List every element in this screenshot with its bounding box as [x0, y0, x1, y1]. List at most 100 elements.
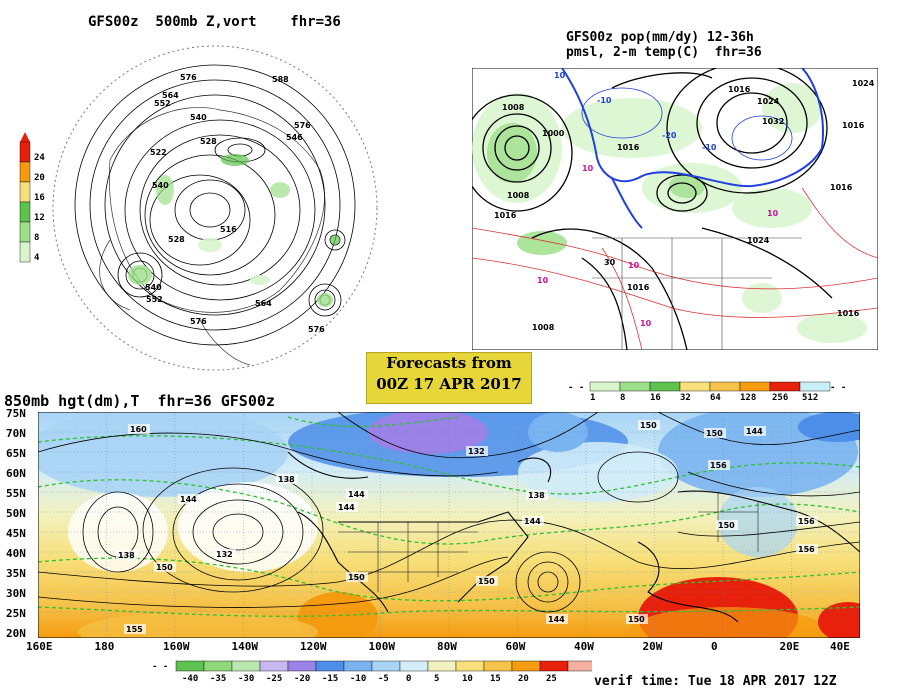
height-label-bg: [346, 572, 368, 582]
longitude-label: 80W: [437, 640, 457, 653]
colorbar-tick: 0: [406, 674, 412, 684]
panel-500mb-colorbar: [19, 132, 31, 263]
height-label: 160: [130, 425, 147, 434]
colorbar-tick: -15: [322, 674, 339, 684]
height-label: 138: [118, 551, 135, 560]
colorbar-swatch: [589, 381, 621, 392]
colorbar-tick: -30: [238, 674, 255, 684]
contour-label: 564: [162, 91, 179, 100]
banner-line1: Forecasts from: [386, 354, 512, 372]
panel-500mb-colorbar-labels: 24 20 16 12 8 4: [34, 148, 45, 268]
height-label-bg: [476, 576, 498, 586]
colorbar-tick: 128: [740, 393, 757, 403]
contour-label: 576: [180, 73, 197, 82]
latitude-label: 30N: [6, 587, 26, 600]
panel-pmsl-title-line1: GFS00z pop(mm/dy) 12-36h: [566, 30, 754, 45]
temperature-labels: 10 -10 -20 -10 10 10 10 10 30 10: [537, 71, 779, 328]
latitude-label: 75N: [6, 407, 26, 420]
height-label: 156: [710, 461, 727, 470]
colorbar-tick: -20: [294, 674, 311, 684]
contour-label: 540: [152, 181, 169, 190]
colorbar-tick: -25: [266, 674, 283, 684]
height-label-bg: [626, 614, 648, 624]
isobar-label: 1024: [757, 97, 780, 106]
height-label-bg: [346, 489, 368, 499]
contour-label: 552: [146, 295, 163, 304]
contour-label: 522: [150, 148, 167, 157]
colorbar-swatch: [739, 381, 771, 392]
isobar-label: 1032: [762, 117, 784, 126]
colorbar-tick: 20: [34, 173, 45, 183]
temp-label: -20: [662, 131, 677, 140]
colorbar-tick: -35: [210, 674, 227, 684]
temp-label: -10: [702, 143, 717, 152]
colorbar-dash-right: - -: [830, 383, 846, 393]
contour-label: 552: [154, 99, 171, 108]
longitude-axis: 160E 180 160W 140W 120W 100W 80W 60W 40W 20W 0 20E 4…: [26, 640, 860, 656]
isobar-label: 1016: [494, 211, 517, 220]
longitude-label: 20W: [642, 640, 663, 653]
isobar-label: 1016: [830, 183, 853, 192]
colorbar-tick: -40: [182, 674, 199, 684]
panel-850mb-map: 160 144 138 144 138 132 150 144 132 138 144 150 150 1…: [38, 412, 860, 638]
isobar-label: 1016: [617, 143, 640, 152]
panel-pmsl-colorbar-labels: 1 8 16 32 64 128 256 512: [590, 393, 830, 405]
colorbar-swatch: [567, 660, 592, 672]
colorbar-swatch: [511, 660, 541, 672]
isobar-label: 1024: [852, 79, 875, 88]
height-label-bg: [214, 549, 236, 559]
latitude-axis: 75N 70N 65N 60N 55N 50N 45N 40N 35N 30N 25N 20N: [0, 407, 40, 640]
height-label: 150: [706, 429, 723, 438]
latitude-label: 40N: [6, 547, 26, 560]
colorbar-swatch: [259, 660, 289, 672]
latitude-label: 45N: [6, 527, 26, 540]
height-label-bg: [638, 420, 660, 430]
isobar-label: 1008: [502, 103, 525, 112]
panel-pmsl-map: 1008 1000 1008 1016 1016 1024 1024 1032 …: [472, 68, 878, 350]
height-label: 144: [524, 517, 541, 526]
colorbar-swatch: [231, 660, 261, 672]
height-label: 138: [528, 491, 545, 500]
isobar-label: 1016: [837, 309, 860, 318]
colorbar-swatch: [483, 660, 513, 672]
height-label-bg: [546, 614, 568, 624]
colorbar-swatch: [315, 660, 345, 672]
height-label-bg: [466, 446, 488, 456]
height-label-bg: [154, 562, 176, 572]
longitude-label: 0: [711, 640, 718, 653]
freezing-line: [561, 68, 824, 229]
height-label-bg: [704, 428, 726, 438]
forecast-banner: Forecasts from 00Z 17 APR 2017: [366, 352, 532, 404]
isobar-label: 1016: [728, 85, 751, 94]
height-label: 144: [180, 495, 197, 504]
isobar-label: 1000: [542, 129, 565, 138]
isobar-label: 1024: [747, 236, 770, 245]
height-label: 150: [628, 615, 645, 624]
vorticity-shading: [128, 154, 340, 307]
colorbar-tick: 256: [772, 393, 789, 403]
height-label: 150: [478, 577, 495, 586]
colorbar-tick: 25: [546, 674, 557, 684]
isobar-label: 1008: [507, 191, 530, 200]
contour-label: 576: [308, 325, 325, 334]
colorbar-swatch: [175, 660, 205, 672]
panel-850mb-title: 850mb hgt(dm),T fhr=36 GFS00z: [4, 392, 275, 410]
height-label: 156: [798, 517, 815, 526]
height-label-bg: [744, 426, 766, 436]
colorbar-tick: 24: [34, 153, 45, 163]
longitude-label: 160E: [26, 640, 53, 653]
height-label: 156: [798, 545, 815, 554]
temp-label: 10: [582, 164, 594, 173]
longitude-label: 40E: [830, 640, 850, 653]
colorbar-tick: -10: [350, 674, 367, 684]
colorbar-swatch: [799, 381, 831, 392]
colorbar-tick: 1: [590, 393, 596, 403]
temp-label: -10: [597, 96, 612, 105]
height-label: 150: [718, 521, 735, 530]
panel-500mb-map: 576 588 564 552 540 528 546 522 540 528 …: [52, 45, 378, 371]
temperature-dashed-contours: [38, 416, 860, 617]
longitude-label: 160W: [163, 640, 190, 653]
temp-label: 10: [628, 261, 640, 270]
colorbar-swatch: [679, 381, 711, 392]
colorbar-swatch: [427, 660, 457, 672]
